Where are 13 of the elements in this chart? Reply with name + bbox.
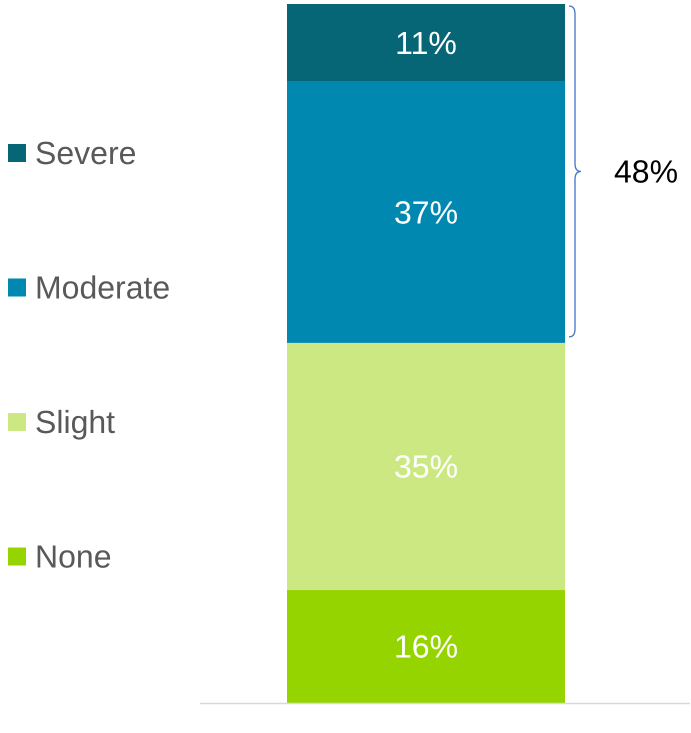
bar — [287, 342, 565, 590]
bar — [287, 4, 565, 82]
bar — [287, 82, 565, 343]
legend-label: Moderate — [35, 270, 170, 306]
legend-label: Slight — [35, 404, 116, 440]
data-label: 35% — [394, 448, 458, 485]
legend-label: Severe — [35, 135, 136, 172]
data-label: 37% — [394, 194, 458, 230]
text: 48% — [614, 154, 678, 190]
data-label: 16% — [394, 628, 458, 665]
data-label: 11% — [395, 25, 457, 62]
legend-label: None — [35, 538, 112, 575]
bar — [287, 590, 565, 703]
